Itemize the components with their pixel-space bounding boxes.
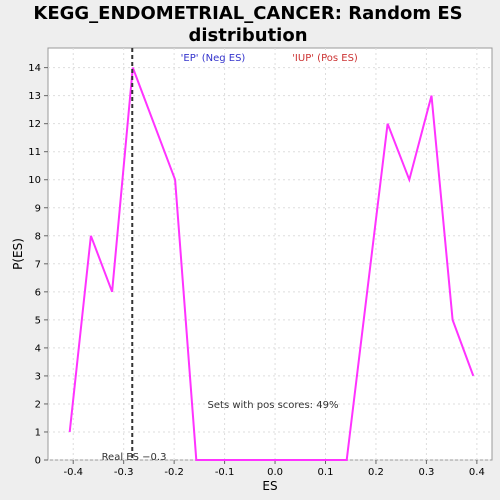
x-tick-label: -0.4 [63, 467, 83, 478]
x-tick-label: 0.4 [469, 467, 485, 478]
x-tick-label: 0.3 [418, 467, 434, 478]
y-tick-label: 7 [35, 259, 41, 270]
y-tick-label: 1 [35, 427, 41, 438]
y-tick-label: 9 [35, 203, 41, 214]
y-tick-label: 11 [28, 147, 41, 158]
x-tick-label: -0.3 [114, 467, 134, 478]
chart-title-line1: KEGG_ENDOMETRIAL_CANCER: Random ES [33, 3, 462, 24]
y-tick-label: 14 [28, 63, 41, 74]
neg-es-label: 'EP' (Neg ES) [181, 53, 246, 64]
x-tick-label: -0.1 [215, 467, 235, 478]
x-tick-label: 0.0 [267, 467, 283, 478]
y-tick-label: 8 [35, 231, 41, 242]
series-layer [68, 48, 475, 461]
chart-title-line2: distribution [188, 25, 307, 46]
x-tick-label: 0.1 [318, 467, 334, 478]
pos-es-label: 'IUP' (Pos ES) [292, 53, 358, 64]
real-es-label: Real ES −0.3 [102, 452, 167, 463]
y-tick-label: 2 [35, 399, 41, 410]
y-tick-label: 0 [35, 456, 41, 467]
y-tick-label: 5 [35, 315, 41, 326]
x-axis-title: ES [262, 479, 277, 493]
y-tick-label: 13 [28, 91, 41, 102]
y-tick-label: 10 [28, 175, 41, 186]
y-tick-label: 4 [35, 343, 41, 354]
grid [48, 48, 492, 461]
plot-area [47, 47, 493, 461]
pos-scores-annotation: Sets with pos scores: 49% [208, 400, 339, 411]
x-tick-label: 0.2 [368, 467, 384, 478]
y-tick-label: 3 [35, 371, 41, 382]
y-axis-title: P(ES) [11, 238, 25, 270]
y-tick-label: 12 [28, 119, 41, 130]
y-tick-label: 6 [35, 287, 41, 298]
es-distribution-line [68, 67, 475, 461]
x-tick-label: -0.2 [164, 467, 184, 478]
